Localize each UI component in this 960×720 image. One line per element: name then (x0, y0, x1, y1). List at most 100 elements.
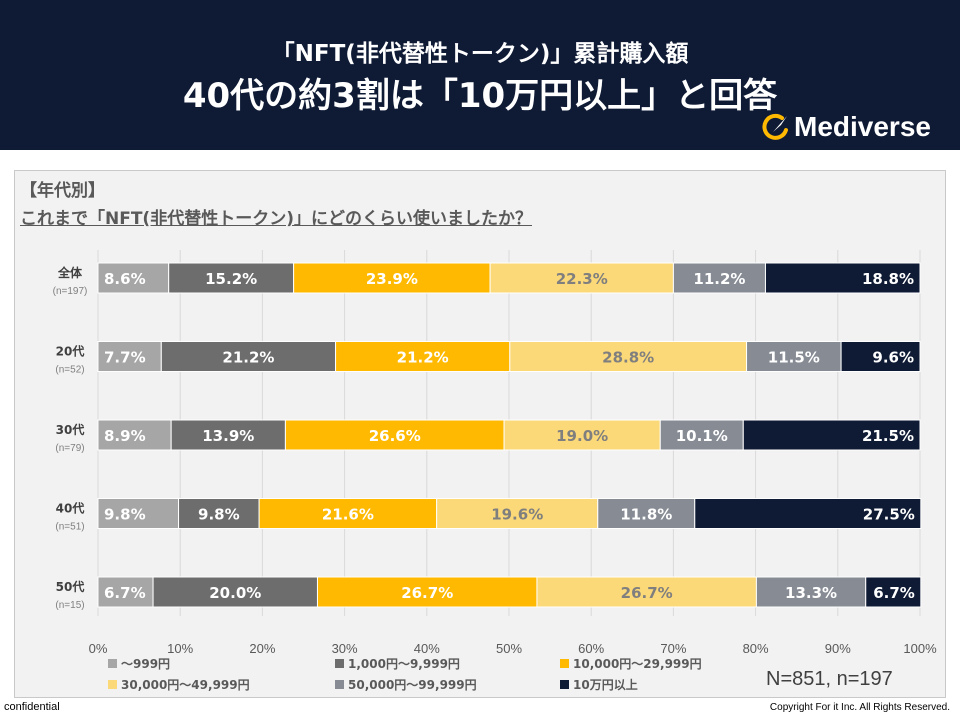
data-label: 8.6% (104, 270, 146, 288)
x-tick-label: 90% (825, 641, 851, 656)
x-tick-label: 30% (332, 641, 358, 656)
sample-size-note: N=851, n=197 (766, 668, 893, 690)
data-label: 27.5% (863, 506, 915, 524)
x-tick-label: 10% (167, 641, 193, 656)
data-label: 23.9% (366, 270, 418, 288)
category-label: 50代 (56, 579, 85, 594)
legend-swatch (560, 659, 569, 668)
legend-label: 50,000円～99,999円 (348, 678, 477, 692)
data-label: 6.7% (873, 584, 915, 602)
data-label: 22.3% (556, 270, 608, 288)
bar-segment (436, 498, 599, 529)
bar-segment (536, 576, 757, 608)
category-sample-size: (n=197) (53, 286, 88, 297)
data-label: 28.8% (602, 349, 654, 367)
bar-segment (168, 262, 295, 294)
legend-label: 30,000円～49,999円 (121, 678, 250, 692)
bar-segment (489, 262, 674, 294)
legend-label: 1,000円～9,999円 (348, 657, 460, 671)
bar-segment (865, 576, 922, 608)
legend-swatch (108, 680, 117, 689)
bar-segment (672, 262, 766, 294)
x-tick-label: 100% (903, 641, 937, 656)
bar-segment (97, 576, 154, 608)
data-label: 26.7% (401, 584, 453, 602)
header-banner: 「NFT(非代替性トークン)」累計購入額 40代の約3割は「10万円以上」と回答… (0, 0, 960, 150)
x-tick-label: 20% (249, 641, 275, 656)
data-label: 13.9% (202, 427, 254, 445)
legend-swatch (560, 680, 569, 689)
bar-segment (694, 498, 922, 529)
data-label: 11.5% (768, 349, 820, 367)
question-text: これまで「NFT(非代替性トークン)」にどのくらい使いましたか？ (20, 209, 532, 229)
title-line-2: 40代の約3割は「10万円以上」と回答 (182, 76, 778, 116)
data-label: 11.8% (620, 506, 672, 524)
data-label: 15.2% (205, 270, 257, 288)
bar-segment (659, 419, 744, 451)
x-tick-label: 50% (496, 641, 522, 656)
data-label: 9.8% (104, 506, 146, 524)
data-label: 21.6% (322, 506, 374, 524)
data-label: 7.7% (104, 349, 146, 367)
bar-segment (746, 341, 842, 372)
category-sample-size: (n=52) (55, 365, 84, 376)
bar-segment (316, 576, 538, 608)
data-label: 9.6% (872, 349, 914, 367)
data-label: 21.2% (397, 349, 449, 367)
data-label: 18.8% (862, 270, 914, 288)
category-label: 40代 (56, 501, 85, 516)
data-label: 26.7% (621, 584, 673, 602)
title-line-1: 「NFT(非代替性トークン)」累計購入額 (271, 41, 689, 67)
x-tick-label: 60% (578, 641, 604, 656)
bar-segment (97, 262, 170, 294)
logo: Mediverse (760, 110, 960, 146)
bar-segment (840, 341, 921, 372)
bar-segment (178, 498, 260, 529)
copyright-text: Copyright For it Inc. All Rights Reserve… (769, 702, 950, 713)
data-label: 21.5% (862, 427, 914, 445)
data-label: 8.9% (104, 427, 146, 445)
data-label: 19.0% (556, 427, 608, 445)
x-tick-label: 70% (660, 641, 686, 656)
bar-segment (160, 341, 337, 372)
confidential-label: confidential (4, 701, 60, 713)
category-sample-size: (n=79) (55, 443, 84, 454)
bar-segment (742, 419, 921, 451)
bar-segment (503, 419, 661, 451)
legend-swatch (108, 659, 117, 668)
bar-segment (97, 498, 180, 529)
bar-segment (258, 498, 438, 529)
data-label: 26.6% (369, 427, 421, 445)
bar-segment (97, 341, 162, 372)
legend-label: ～999円 (121, 657, 170, 671)
category-label: 全体 (57, 265, 83, 280)
data-label: 13.3% (785, 584, 837, 602)
bar-segment (152, 576, 318, 608)
bar-segment (509, 341, 748, 372)
category-sample-size: (n=51) (55, 522, 84, 533)
data-label: 9.8% (198, 506, 240, 524)
legend-label: 10,000円～29,999円 (573, 657, 702, 671)
category-label: 20代 (56, 344, 85, 359)
data-label: 19.6% (491, 506, 543, 524)
bar-segment (755, 576, 867, 608)
logo-text: Mediverse (794, 111, 931, 142)
bar-segment (764, 262, 921, 294)
section-label: 【年代別】 (20, 181, 105, 201)
mediverse-logo-icon (762, 113, 788, 140)
data-label: 20.0% (209, 584, 261, 602)
category-sample-size: (n=15) (55, 600, 84, 611)
data-label: 10.1% (676, 427, 728, 445)
bar-segment (97, 419, 172, 451)
bar-segment (170, 419, 286, 451)
legend-swatch (335, 659, 344, 668)
category-label: 30代 (56, 422, 85, 437)
legend-label: 10万円以上 (573, 677, 638, 692)
data-label: 21.2% (222, 349, 274, 367)
legend-swatch (335, 680, 344, 689)
x-tick-label: 80% (743, 641, 769, 656)
x-tick-label: 0% (89, 641, 108, 656)
data-label: 11.2% (693, 270, 745, 288)
bar-segment (284, 419, 505, 451)
